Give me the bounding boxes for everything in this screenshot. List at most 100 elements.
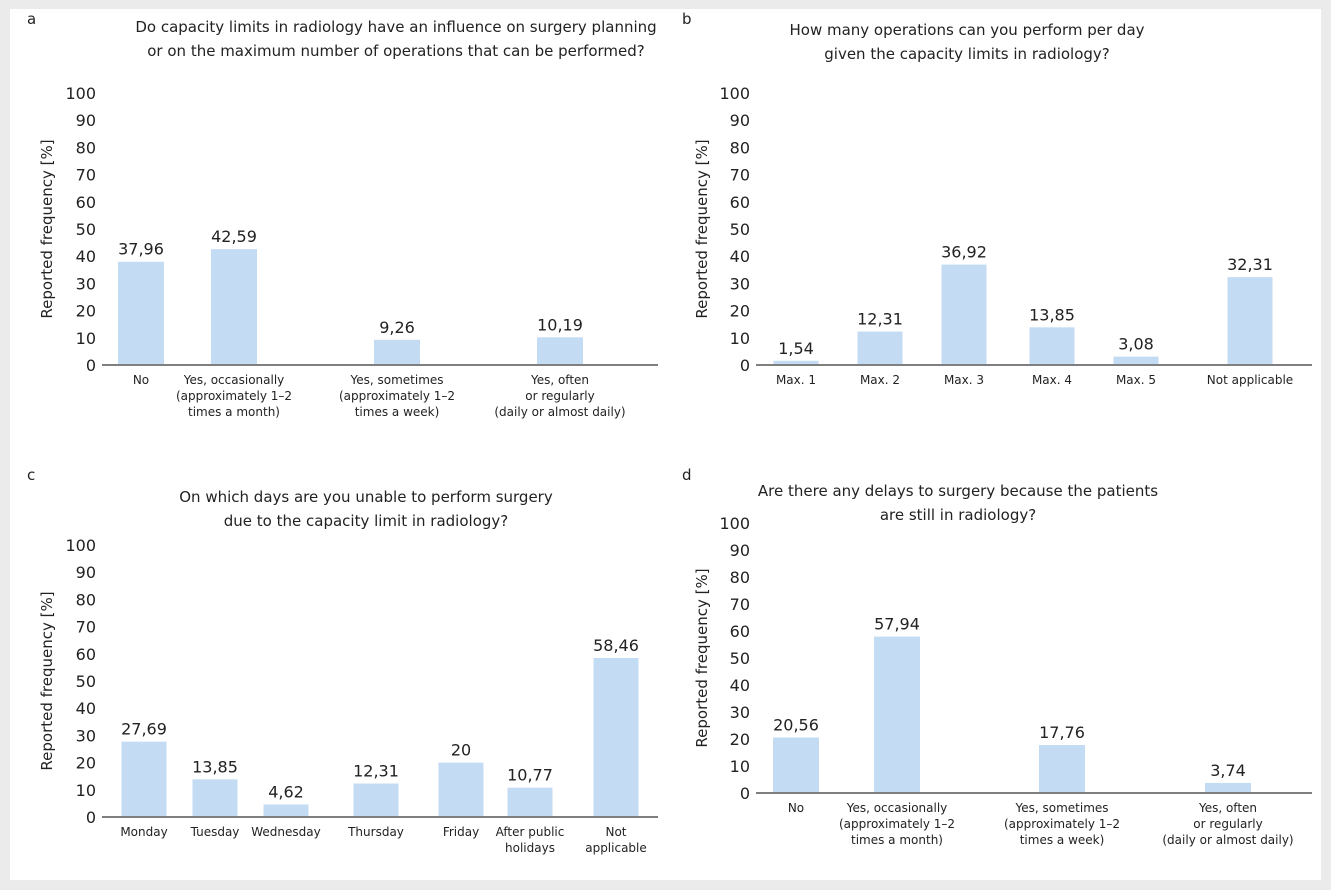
panel-d-y-tick-label: 20	[730, 730, 750, 749]
panel-b-y-tick-label: 0	[740, 356, 750, 375]
panel-a-x-tick-label: No	[133, 373, 149, 387]
panel-b-y-tick-label: 100	[719, 84, 750, 103]
panel-a-y-tick-label: 50	[76, 220, 96, 239]
panel-b-y-tick-label: 20	[730, 302, 750, 321]
panel-d-x-tick-label: No	[788, 801, 804, 815]
panel-a-y-tick-label: 60	[76, 193, 96, 212]
panel-b-x-tick-label: Max. 3	[944, 373, 984, 387]
panel-d-y-tick-label: 60	[730, 622, 750, 641]
panel-c-y-tick-label: 50	[76, 672, 96, 691]
panel-d-y-axis-label: Reported frequency [%]	[693, 568, 711, 747]
panel-c-data-label: 20	[451, 741, 471, 760]
panel-c-y-tick-label: 100	[65, 536, 96, 555]
panel-a-letter: a	[27, 10, 36, 28]
panel-b-y-tick-label: 30	[730, 274, 750, 293]
panel-b-y-tick-label: 90	[730, 111, 750, 130]
panel-d-y-tick-label: 70	[730, 595, 750, 614]
panel-d-x-tick-label: Yes, occasionally	[846, 801, 948, 815]
panel-d-x-tick-label: or regularly	[1193, 817, 1262, 831]
panel-b-title-line: given the capacity limits in radiology?	[824, 45, 1110, 63]
panel-b-bar	[857, 331, 903, 365]
panel-b-x-tick-label: Max. 5	[1116, 373, 1156, 387]
panel-d-y-tick-label: 0	[740, 784, 750, 803]
panel-c-bar	[593, 657, 639, 817]
panel-b-y-tick-label: 10	[730, 329, 750, 348]
panel-a-x-tick-label: Yes, often	[530, 373, 589, 387]
panel-c-x-tick-label: Thursday	[347, 825, 404, 839]
panel-a-x-tick-label: Yes, sometimes	[349, 373, 443, 387]
panel-b-y-tick-label: 50	[730, 220, 750, 239]
panel-b-bar	[941, 264, 987, 365]
panel-d-title-line: Are there any delays to surgery because …	[758, 482, 1158, 500]
panel-c-y-tick-label: 20	[76, 754, 96, 773]
panel-d-x-tick-label: (approximately 1–2	[839, 817, 955, 831]
panel-c-y-tick-label: 0	[86, 808, 96, 827]
panel-a-title-line: Do capacity limits in radiology have an …	[135, 18, 656, 36]
panel-c-x-tick-label: Monday	[120, 825, 167, 839]
panel-a-y-tick-label: 100	[65, 84, 96, 103]
panel-d-x-tick-label: Yes, often	[1198, 801, 1257, 815]
panel-d-title-line: are still in radiology?	[880, 506, 1036, 524]
panel-a-y-tick-label: 20	[76, 302, 96, 321]
panel-d-x-tick-label: Yes, sometimes	[1014, 801, 1108, 815]
panel-b-bar	[773, 360, 819, 365]
panel-c-title-line: On which days are you unable to perform …	[179, 488, 553, 506]
panel-a-data-label: 9,26	[379, 318, 415, 337]
panel-c-title-line: due to the capacity limit in radiology?	[224, 512, 508, 530]
panel-c-y-tick-label: 70	[76, 618, 96, 637]
panel-a-y-tick-label: 90	[76, 111, 96, 130]
panel-b-bar	[1227, 277, 1273, 365]
panel-d-y-tick-label: 80	[730, 568, 750, 587]
panel-c-x-tick-label: After public	[496, 825, 565, 839]
panel-a-bar	[374, 339, 420, 365]
panel-c-bar	[507, 787, 553, 817]
panel-c-data-label: 10,77	[507, 766, 553, 785]
panel-a-x-tick-label: (approximately 1–2	[339, 389, 455, 403]
panel-d-bar	[1039, 745, 1085, 793]
panel-d-x-tick-label: times a week)	[1020, 833, 1105, 847]
panel-a-bar	[211, 249, 257, 365]
panel-a-data-label: 42,59	[211, 227, 257, 246]
panel-c-data-label: 12,31	[353, 762, 399, 781]
panel-c-data-label: 13,85	[192, 757, 238, 776]
panel-c-x-tick-label: Wednesday	[251, 825, 320, 839]
panel-d-data-label: 3,74	[1210, 761, 1246, 780]
panel-a-x-tick-label: times a week)	[355, 405, 440, 419]
panel-d-y-tick-label: 100	[719, 514, 750, 533]
panel-d-y-tick-label: 50	[730, 649, 750, 668]
panel-a-x-tick-label: (approximately 1–2	[176, 389, 292, 403]
panel-d-data-label: 17,76	[1039, 723, 1085, 742]
panel-d-data-label: 57,94	[874, 615, 920, 634]
panel-a-data-label: 10,19	[537, 315, 583, 334]
panel-b-letter: b	[682, 10, 692, 28]
panel-d-bar	[773, 737, 819, 793]
panel-a-bar	[537, 337, 583, 365]
panel-d-letter: d	[682, 466, 692, 484]
panel-b-data-label: 13,85	[1029, 305, 1075, 324]
panel-b-x-tick-label: Max. 1	[776, 373, 816, 387]
panel-b-y-tick-label: 40	[730, 247, 750, 266]
panel-a-y-tick-label: 80	[76, 138, 96, 157]
panel-c-y-tick-label: 30	[76, 726, 96, 745]
panel-c-bar	[438, 762, 484, 817]
panel-d-y-tick-label: 90	[730, 541, 750, 560]
panel-b-title-line: How many operations can you perform per …	[789, 21, 1144, 39]
panel-d-bar	[1205, 782, 1251, 793]
panel-a-x-tick-label: or regularly	[525, 389, 594, 403]
panel-c-data-label: 4,62	[268, 782, 304, 801]
panel-d-x-tick-label: (daily or almost daily)	[1162, 833, 1293, 847]
panel-c-bar	[263, 804, 309, 817]
panel-d-x-tick-label: (approximately 1–2	[1004, 817, 1120, 831]
panel-c-data-label: 58,46	[593, 636, 639, 655]
panel-c-x-tick-label: Friday	[443, 825, 479, 839]
panel-a-y-axis-label: Reported frequency [%]	[38, 139, 56, 318]
panel-c-y-tick-label: 10	[76, 781, 96, 800]
panel-b-bar	[1113, 356, 1159, 365]
panel-a-x-tick-label: times a month)	[188, 405, 280, 419]
panel-b-y-tick-label: 70	[730, 166, 750, 185]
panel-b-data-label: 1,54	[778, 339, 814, 358]
panel-c-y-tick-label: 40	[76, 699, 96, 718]
panel-c-bar	[121, 741, 167, 817]
panel-c-y-tick-label: 60	[76, 645, 96, 664]
panel-d-y-tick-label: 10	[730, 757, 750, 776]
